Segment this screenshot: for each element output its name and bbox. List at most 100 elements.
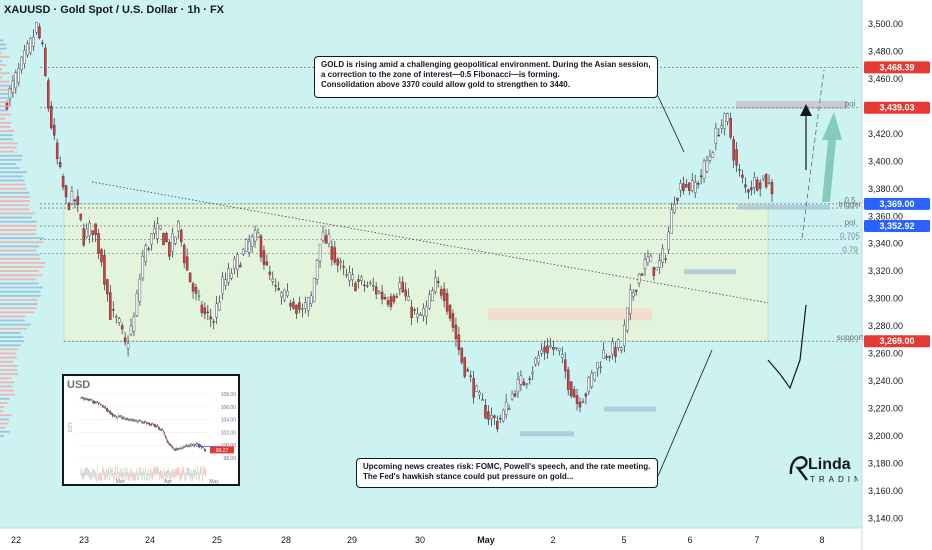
inset-candle-body [120,415,122,418]
candle-body [475,385,478,392]
candle-body [525,383,529,385]
inset-volume-bar [126,468,128,477]
candle-body [717,135,721,137]
inset-volume-bar [128,473,130,482]
inset-candle-body [91,399,93,401]
inset-volume-bar [151,470,152,479]
candle-body [76,196,80,205]
volume-profile-bar [0,150,15,153]
volume-profile-bar [0,68,2,71]
inset-candle-body [187,446,189,447]
inset-candle-body [117,415,119,417]
candle-body [454,324,458,340]
inset-candle-body [136,420,138,422]
candle-body [434,277,437,293]
volume-profile-bar [0,72,10,75]
inset-volume-bar [183,467,185,476]
volume-profile-bar [0,294,41,297]
candle-body [383,296,387,300]
inset-volume-bar [191,470,193,479]
inset-volume-bar [203,466,204,475]
candle-body [510,393,514,400]
candle-body [120,325,124,330]
inset-volume-bar [129,468,131,477]
volume-profile-bar [0,402,8,404]
candle-body [227,268,230,283]
candle-body [729,117,732,138]
inset-volume-bar [106,468,107,477]
candle-body [478,392,481,396]
candle-body [256,232,260,238]
candle-body [168,242,171,257]
inset-volume-bar [134,473,136,482]
candle-body [20,56,23,70]
price-tick-label: 3,140.00 [868,513,903,523]
candle-body [667,231,670,251]
volume-profile-bar [0,422,9,425]
inset-candle-body [150,424,152,426]
candle-body [129,325,133,335]
volume-profile-bar [0,43,6,46]
inset-candle-body [147,422,149,424]
candle-body [371,285,375,287]
candle-body [741,174,744,178]
candle-body [250,236,254,247]
volume-profile-bar [0,406,5,408]
candle-body [156,223,159,239]
inset-volume-bar [160,470,162,479]
inset-candle-body [81,396,83,399]
inset-candle-body [151,423,152,426]
candle-body [726,113,729,122]
candle-body [534,358,537,365]
inset-candle-body [162,430,164,432]
inset-volume-bar [198,470,199,479]
candle-body [445,293,449,312]
volume-profile-bar [0,138,13,141]
candle-body [360,276,363,281]
inset-volume-bar [85,467,87,476]
candle-body [537,355,540,363]
candle-body [259,235,263,258]
volume-profile-bar [0,51,3,54]
volume-profile-bar [0,175,24,178]
volume-profile-bar [0,97,11,99]
inset-volume-bar [172,469,174,478]
candle-body [236,254,239,270]
inset-candle-body [165,437,167,440]
inset-volume-bar [87,468,89,477]
inset-volume-bar [96,473,98,482]
volume-profile-bar [0,410,4,413]
candle-body [457,334,461,350]
candle-body [664,258,667,260]
candle-body [112,309,115,311]
candle-body [327,234,331,245]
volume-profile-bar [0,229,36,231]
candle-body [47,80,50,109]
inset-candle-body [199,444,201,448]
candle-body [516,379,520,393]
candle-body [194,287,198,294]
inset-candle-body [90,399,92,401]
inset-volume-bar [122,468,124,477]
candle-body [147,248,150,250]
inset-candle-body [106,408,107,411]
inset-volume-bar [113,471,115,480]
inset-volume-bar [111,468,112,477]
inset-candle-body [146,422,148,425]
range-zone [63,203,769,342]
volume-profile-bar [0,105,12,108]
demand-block-3 [738,204,830,210]
candle-body [315,260,319,280]
inset-volume-bar [152,471,153,480]
symbol-title[interactable]: XAUUSD · Gold Spot / U.S. Dollar · 1h · … [4,4,225,16]
candle-body [126,343,130,349]
candle-body [67,203,71,210]
price-tick-label: 3,180.00 [868,458,903,468]
inset-volume-bar [149,473,150,482]
volume-profile-bar [0,352,16,355]
price-axis-background [862,0,932,550]
candle-body [289,303,292,307]
inset-volume-bar [187,467,189,476]
inset-volume-bar [193,469,195,478]
inset-volume-bar [176,468,178,477]
